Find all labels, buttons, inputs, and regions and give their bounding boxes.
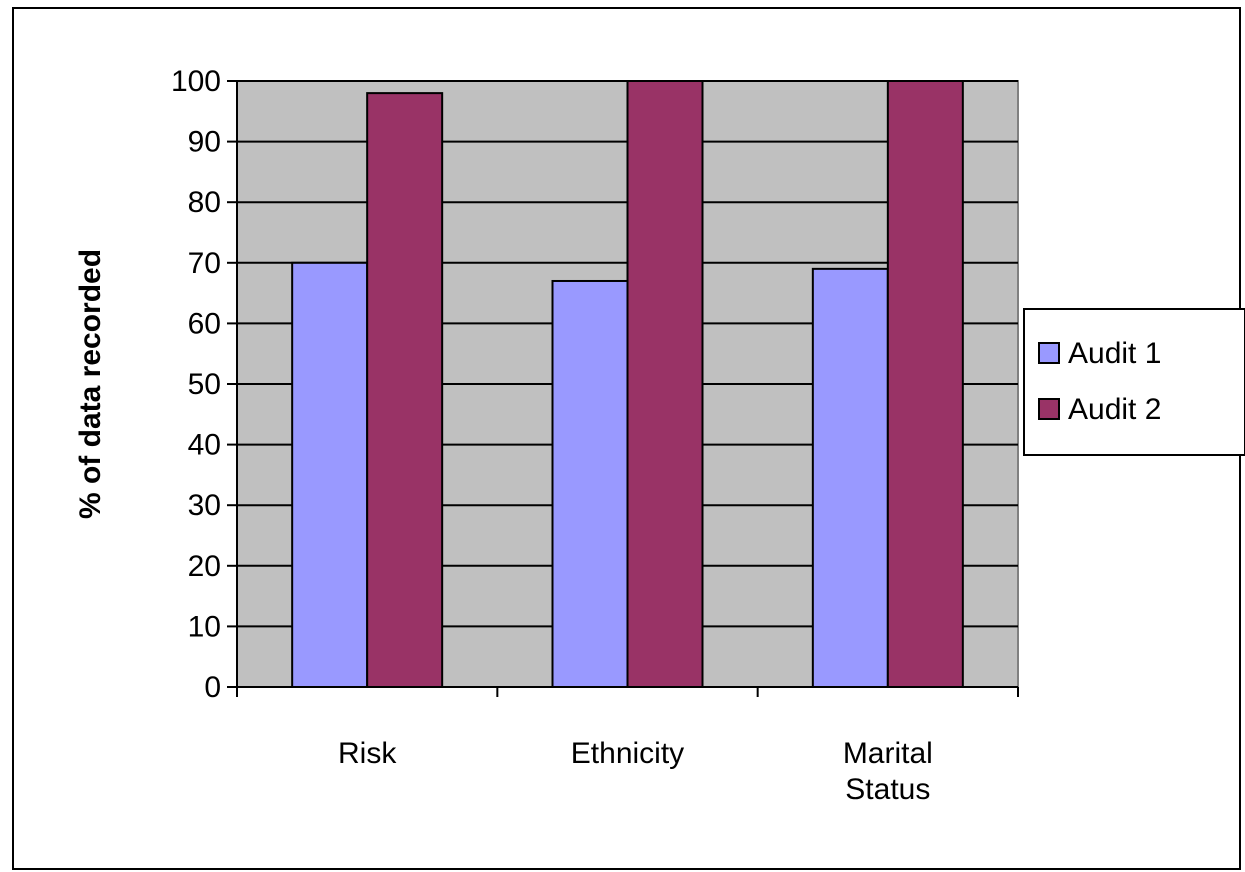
legend: Audit 1 Audit 2 xyxy=(1023,308,1245,456)
legend-label-1: Audit 2 xyxy=(1068,393,1161,426)
y-tick-label-40: 40 xyxy=(188,429,221,462)
y-tick-label-10: 10 xyxy=(188,610,221,643)
legend-swatch-1 xyxy=(1038,398,1060,420)
legend-box xyxy=(1023,308,1245,456)
x-category-label-0: Risk xyxy=(338,737,397,770)
bar-audit-2-2 xyxy=(886,80,964,688)
bar-audit-2-1 xyxy=(626,80,704,688)
y-tick-labels: 0 10 20 30 40 50 60 70 80 90 100 xyxy=(171,65,221,704)
y-tick-label-30: 30 xyxy=(188,489,221,522)
bar-audit-2-0 xyxy=(366,92,444,689)
bar-audit-1-2 xyxy=(811,267,889,688)
bar-audit-1-0 xyxy=(291,261,369,688)
legend-swatch-0 xyxy=(1038,342,1060,364)
y-tick-label-90: 90 xyxy=(188,126,221,159)
bar-audit-1-1 xyxy=(551,279,629,688)
y-tick-label-100: 100 xyxy=(171,65,221,98)
x-category-labels: Risk Ethnicity Marital Status xyxy=(338,737,933,806)
y-tick-label-60: 60 xyxy=(188,307,221,340)
y-axis-title: % of data recorded xyxy=(74,249,107,519)
y-tick-label-20: 20 xyxy=(188,550,221,583)
x-category-label-2: Marital Status xyxy=(843,737,933,806)
y-tick-label-50: 50 xyxy=(188,368,221,401)
x-category-label-1: Ethnicity xyxy=(571,737,684,770)
legend-label-0: Audit 1 xyxy=(1068,337,1161,370)
y-tick-label-70: 70 xyxy=(188,247,221,280)
y-tick-label-80: 80 xyxy=(188,186,221,219)
axes xyxy=(227,80,1019,697)
y-tick-label-0: 0 xyxy=(204,671,221,704)
